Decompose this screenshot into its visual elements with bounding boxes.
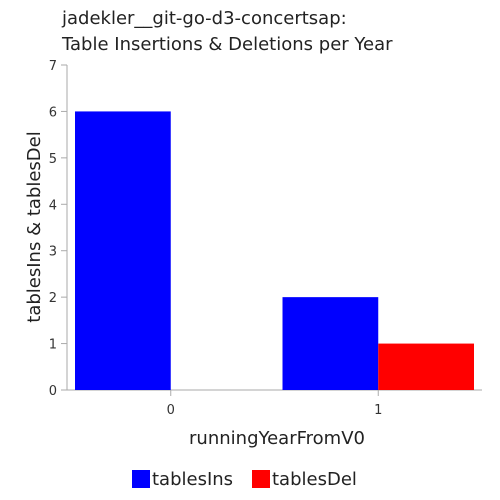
y-tick-label-0: 0 <box>49 384 57 399</box>
y-tick-label-3: 3 <box>49 245 57 260</box>
legend-label-tablesIns: tablesIns <box>152 469 233 490</box>
x-axis-label: runningYearFromV0 <box>189 428 365 449</box>
legend: tablesIns tablesDel <box>132 469 357 490</box>
chart-title: jadekler__git-go-d3-concertsap: Table In… <box>61 8 393 55</box>
y-tick-label-4: 4 <box>49 198 57 213</box>
bar-tablesDel-1 <box>378 343 474 390</box>
y-tick-label-2: 2 <box>49 291 57 306</box>
chart-title-line-1: jadekler__git-go-d3-concertsap: <box>61 8 347 29</box>
y-tick-label-5: 5 <box>49 152 57 167</box>
chart-title-line-2: Table Insertions & Deletions per Year <box>61 34 393 55</box>
x-tick-label-1: 1 <box>374 403 382 418</box>
y-tick-label-7: 7 <box>49 59 57 74</box>
legend-label-tablesDel: tablesDel <box>272 469 357 490</box>
y-tick-label-6: 6 <box>49 105 57 120</box>
y-axis-label: tablesIns & tablesDel <box>24 131 45 322</box>
bar-tablesIns-1 <box>282 297 379 390</box>
y-tick-label-1: 1 <box>49 338 57 353</box>
x-tick-label-0: 0 <box>167 403 175 418</box>
legend-swatch-tablesIns <box>132 470 150 488</box>
legend-swatch-tablesDel <box>252 470 270 488</box>
plot-area: 0 1 2 3 4 5 6 7 0 1 <box>49 59 482 418</box>
bar-tablesIns-0 <box>75 111 171 390</box>
